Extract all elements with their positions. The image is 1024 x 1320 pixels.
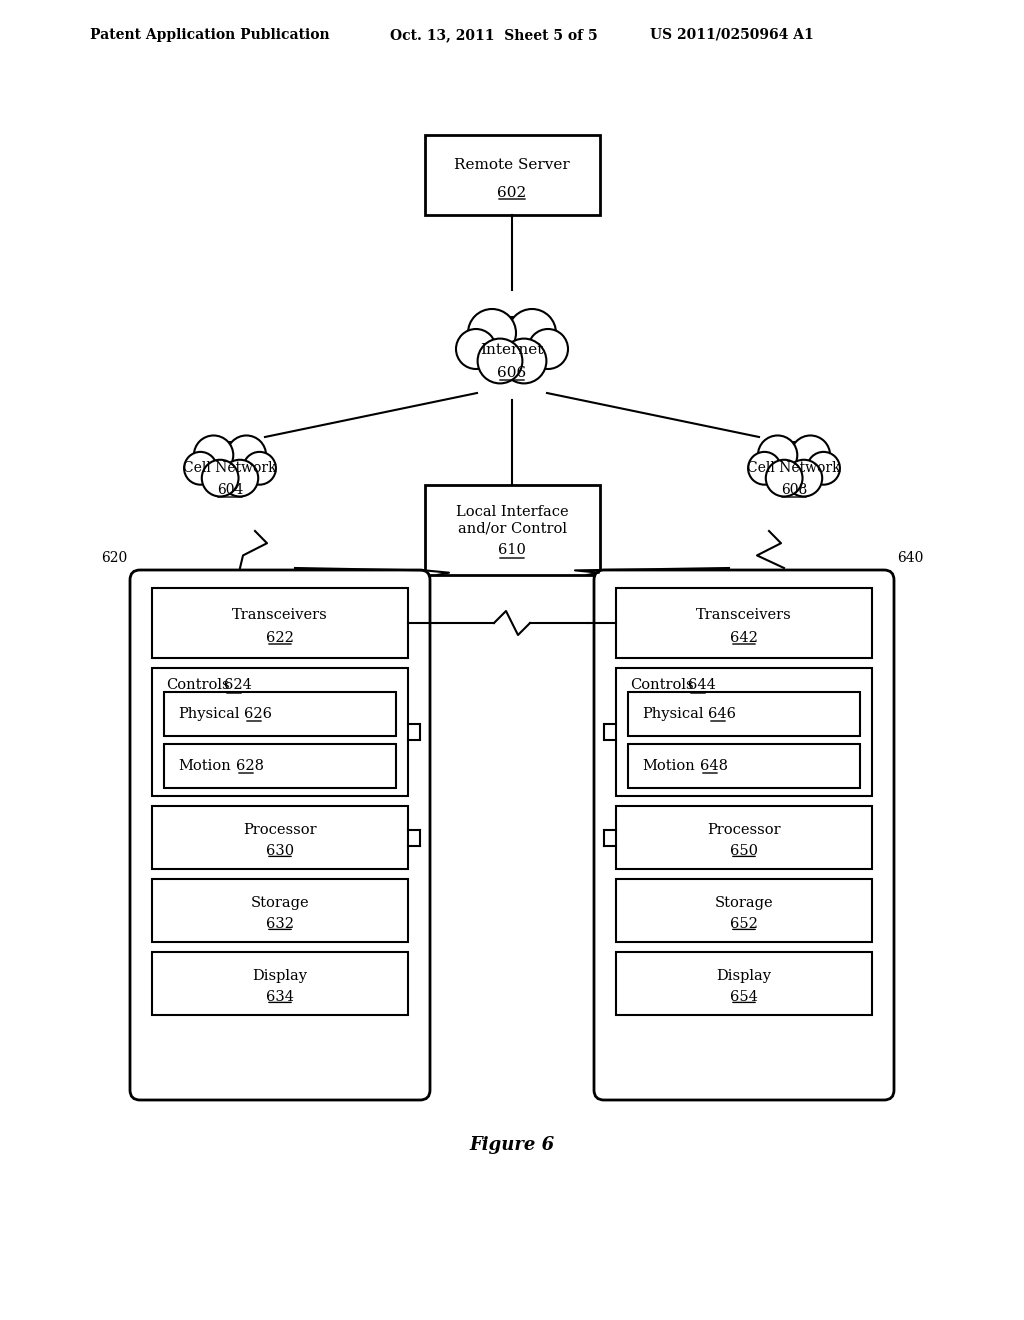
- Text: 624: 624: [224, 678, 252, 692]
- Circle shape: [456, 329, 496, 370]
- Circle shape: [243, 451, 275, 484]
- Bar: [152, 952, 408, 1015]
- Text: 654: 654: [730, 990, 758, 1005]
- Bar: [425, 484, 599, 576]
- Circle shape: [202, 459, 239, 496]
- Bar: [152, 807, 408, 869]
- Text: Patent Application Publication: Patent Application Publication: [90, 28, 330, 42]
- Circle shape: [791, 436, 830, 475]
- Circle shape: [766, 459, 803, 496]
- Circle shape: [771, 442, 817, 488]
- Text: 646: 646: [708, 708, 736, 721]
- Circle shape: [758, 436, 798, 475]
- Bar: [616, 668, 872, 796]
- Text: 650: 650: [730, 845, 758, 858]
- Text: Cell Network: Cell Network: [183, 461, 276, 475]
- Text: 620: 620: [100, 550, 127, 565]
- Bar: [616, 587, 872, 657]
- Text: Transceivers: Transceivers: [232, 607, 328, 622]
- Text: Figure 6: Figure 6: [469, 1137, 555, 1154]
- Bar: [164, 744, 396, 788]
- Text: Storage: Storage: [715, 896, 773, 909]
- Text: Controls: Controls: [166, 678, 229, 692]
- Bar: [616, 807, 872, 869]
- Text: Motion: Motion: [642, 759, 694, 774]
- Bar: [425, 135, 599, 215]
- Circle shape: [194, 436, 233, 475]
- Text: 608: 608: [781, 483, 807, 498]
- Text: Storage: Storage: [251, 896, 309, 909]
- Circle shape: [785, 459, 822, 496]
- Text: Processor: Processor: [708, 822, 781, 837]
- FancyBboxPatch shape: [594, 570, 894, 1100]
- Text: 648: 648: [700, 759, 728, 774]
- Circle shape: [484, 317, 540, 374]
- Circle shape: [807, 451, 840, 484]
- Text: Remote Server: Remote Server: [454, 158, 570, 173]
- Text: 622: 622: [266, 631, 294, 645]
- Bar: [164, 692, 396, 737]
- Text: Physical: Physical: [178, 708, 240, 721]
- Text: Display: Display: [253, 969, 307, 983]
- Text: Local Interface: Local Interface: [456, 506, 568, 519]
- Text: 628: 628: [236, 759, 264, 774]
- Circle shape: [477, 339, 522, 383]
- Text: Processor: Processor: [243, 822, 316, 837]
- Text: Internet: Internet: [480, 343, 544, 356]
- Circle shape: [749, 451, 781, 484]
- Circle shape: [226, 436, 266, 475]
- Circle shape: [207, 442, 253, 488]
- Text: 626: 626: [244, 708, 272, 721]
- Text: 630: 630: [266, 845, 294, 858]
- Circle shape: [508, 309, 556, 356]
- Bar: [628, 744, 860, 788]
- Text: 604: 604: [217, 483, 243, 498]
- Text: Physical: Physical: [642, 708, 703, 721]
- Text: 652: 652: [730, 917, 758, 932]
- Bar: [616, 879, 872, 942]
- FancyBboxPatch shape: [130, 570, 430, 1100]
- Text: and/or Control: and/or Control: [458, 521, 566, 535]
- Circle shape: [184, 451, 217, 484]
- Bar: [152, 879, 408, 942]
- Text: 632: 632: [266, 917, 294, 932]
- Text: Display: Display: [717, 969, 771, 983]
- Text: Controls: Controls: [630, 678, 693, 692]
- Circle shape: [468, 309, 516, 356]
- Circle shape: [221, 459, 258, 496]
- Bar: [628, 692, 860, 737]
- Text: 644: 644: [688, 678, 716, 692]
- Text: 634: 634: [266, 990, 294, 1005]
- Text: Oct. 13, 2011  Sheet 5 of 5: Oct. 13, 2011 Sheet 5 of 5: [390, 28, 598, 42]
- Text: 640: 640: [897, 550, 924, 565]
- Text: 610: 610: [498, 543, 526, 557]
- Circle shape: [502, 339, 547, 383]
- Text: Motion: Motion: [178, 759, 230, 774]
- Bar: [152, 668, 408, 796]
- Text: 602: 602: [498, 186, 526, 199]
- Text: 642: 642: [730, 631, 758, 645]
- Circle shape: [528, 329, 568, 370]
- Text: US 2011/0250964 A1: US 2011/0250964 A1: [650, 28, 814, 42]
- Bar: [152, 587, 408, 657]
- Text: Transceivers: Transceivers: [696, 607, 792, 622]
- Bar: [616, 952, 872, 1015]
- Text: 606: 606: [498, 366, 526, 380]
- Text: Cell Network: Cell Network: [748, 461, 841, 475]
